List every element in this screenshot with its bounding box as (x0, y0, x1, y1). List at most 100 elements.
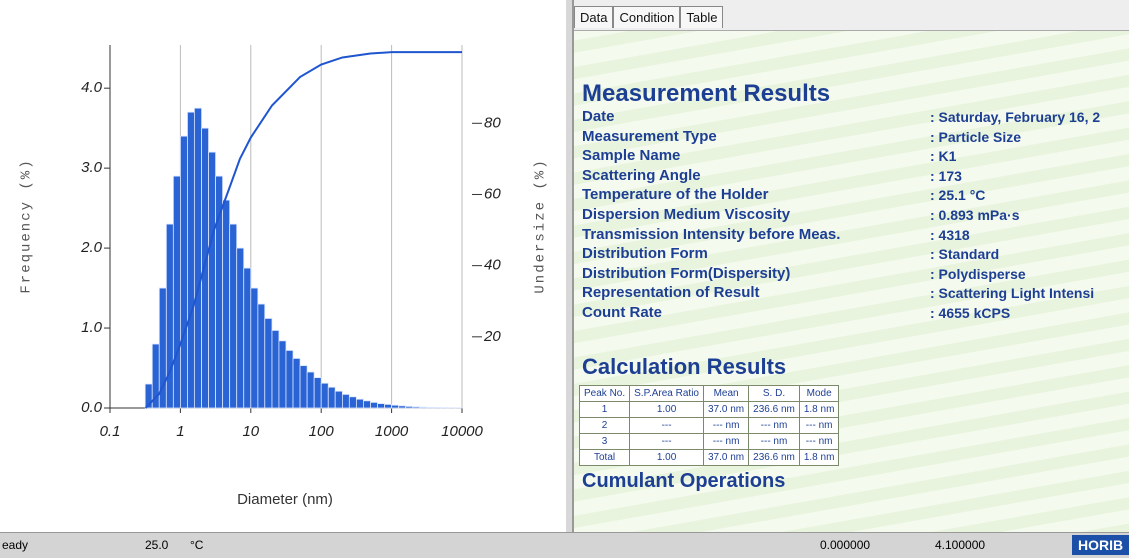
cell: 1 (580, 402, 630, 418)
row-label: Transmission Intensity before Meas. (582, 226, 840, 243)
bar (349, 397, 356, 408)
row-label: Measurement Type (582, 128, 717, 145)
bar (194, 108, 201, 408)
row-label: Distribution Form (582, 245, 708, 262)
status-text: 4.100000 (935, 538, 985, 552)
bar (244, 268, 251, 408)
row-value: : 173 (930, 168, 962, 184)
cell: --- nm (704, 418, 749, 434)
bar (314, 378, 321, 408)
row-value: : Particle Size (930, 129, 1021, 145)
row-value: : 4318 (930, 227, 970, 243)
header-cell: Mean (704, 386, 749, 402)
tab[interactable]: Data (574, 6, 613, 28)
y-axis-label: Frequency (%) (19, 158, 35, 293)
cell: 3 (580, 434, 630, 450)
x-tick-label: 1 (176, 423, 184, 440)
bar (385, 404, 392, 408)
row-value: : K1 (930, 148, 956, 164)
bar (166, 224, 173, 408)
table-row: 2------ nm--- nm--- nm (580, 418, 839, 434)
header-cell: Mode (799, 386, 839, 402)
status-text: eady (2, 538, 28, 552)
header-cell: S. D. (749, 386, 800, 402)
row-label: Dispersion Medium Viscosity (582, 206, 790, 223)
bar (173, 176, 180, 408)
bar (202, 128, 209, 408)
tab[interactable]: Condition (613, 6, 680, 28)
cell: --- nm (799, 418, 839, 434)
row-value: : Polydisperse (930, 266, 1026, 282)
y2-tick-label: 60 (484, 185, 501, 202)
y-tick-label: 2.0 (80, 239, 103, 256)
table-row: 3------ nm--- nm--- nm (580, 434, 839, 450)
bar (356, 399, 363, 408)
bar (187, 112, 194, 408)
bar (258, 304, 265, 408)
cell: --- nm (749, 434, 800, 450)
row-label: Date (582, 108, 615, 125)
bar (335, 391, 342, 408)
row-value: : 4655 kCPS (930, 305, 1010, 321)
header-cell: Peak No. (580, 386, 630, 402)
row-label: Scattering Angle (582, 167, 701, 184)
bar (279, 341, 286, 408)
row-value: : Saturday, February 16, 2 (930, 109, 1100, 125)
tab[interactable]: Table (680, 6, 723, 28)
y-tick-label: 1.0 (81, 319, 103, 336)
section-title: Calculation Results (582, 354, 786, 380)
x-axis-label: Diameter (nm) (237, 491, 333, 508)
bar (300, 366, 307, 408)
cell: 37.0 nm (704, 450, 749, 466)
y-tick-label: 4.0 (81, 79, 103, 96)
row-value: : Scattering Light Intensi (930, 285, 1094, 301)
bar (378, 404, 385, 408)
section-title: Measurement Results (582, 80, 830, 108)
bar (251, 288, 258, 408)
cell: 1.00 (630, 450, 704, 466)
row-label: Representation of Result (582, 284, 760, 301)
x-tick-label: 10000 (441, 423, 483, 440)
cell: 1.8 nm (799, 402, 839, 418)
bar (223, 200, 230, 408)
bar (342, 394, 349, 408)
row-label: Count Rate (582, 304, 662, 321)
cell: --- nm (704, 434, 749, 450)
status-text: °C (190, 538, 203, 552)
cell: 236.6 nm (749, 450, 800, 466)
cell: --- nm (749, 418, 800, 434)
x-tick-label: 1000 (375, 423, 409, 440)
row-value: : Standard (930, 246, 999, 262)
bar (180, 136, 187, 408)
brand-logo: HORIB (1072, 535, 1129, 555)
cell: Total (580, 450, 630, 466)
bar (420, 407, 427, 408)
bar (406, 406, 413, 408)
section-title: Cumulant Operations (582, 470, 785, 493)
bar (399, 406, 406, 408)
row-label: Distribution Form(Dispersity) (582, 265, 790, 282)
y2-axis-label: Undersize (%) (533, 158, 549, 293)
bar (328, 387, 335, 408)
y-tick-label: 3.0 (81, 159, 103, 176)
cell: --- nm (799, 434, 839, 450)
bar (272, 330, 279, 408)
bar (392, 405, 399, 408)
bar (230, 224, 237, 408)
y2-tick-label: 80 (484, 114, 501, 131)
header-cell: S.P.Area Ratio (630, 386, 704, 402)
x-tick-label: 10 (242, 423, 259, 440)
cell: 1.8 nm (799, 450, 839, 466)
cell: 37.0 nm (704, 402, 749, 418)
row-label: Temperature of the Holder (582, 186, 768, 203)
bar (293, 358, 300, 408)
cell: 1.00 (630, 402, 704, 418)
status-bar: eady 25.0 °C 0.000000 4.100000 HORIB (0, 532, 1129, 558)
chart-panel: Diameter (nm) Frequency (%) Undersize (%… (0, 0, 566, 532)
chart: Diameter (nm) Frequency (%) Undersize (%… (0, 0, 566, 532)
